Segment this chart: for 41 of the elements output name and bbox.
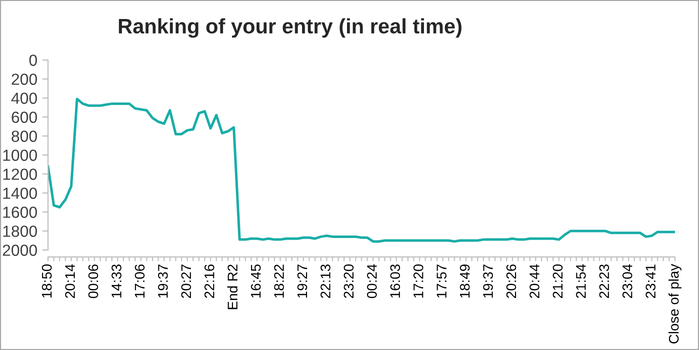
x-tick-label: 20:44 [530,264,540,298]
y-tick-label: 1800 [3,226,37,237]
x-tick-label: 21:54 [576,264,586,298]
x-tick-label: 20:26 [506,264,516,298]
x-tick-label: 22:13 [320,264,330,298]
x-tick-label: 19:37 [158,264,168,298]
x-tick-label: 18:50 [42,264,52,298]
x-tick-label: Close of play [668,264,682,344]
x-tick-label: 23:20 [344,264,354,298]
y-tick-label: 1000 [3,150,37,161]
x-tick-label: 22:16 [204,264,214,298]
x-tick-label: 17:06 [134,264,145,298]
y-tick-label: 1200 [3,168,37,180]
x-tick-label: 16:45 [250,264,261,298]
x-tick-label: 19:27 [297,264,308,298]
y-tick-label: 2000 [2,244,37,256]
x-tick-label: 20:14 [65,264,75,298]
y-tick-label: 800 [12,130,37,142]
line-series [48,98,675,243]
x-tick-label: 14:33 [112,264,122,298]
x-tick-label: 17:57 [436,264,447,298]
x-tick-label: 18:22 [274,264,284,298]
x-tick-label: End R2 [227,264,238,310]
x-tick-label: 17:20 [413,264,424,298]
x-tick-label: 19:37 [483,264,493,298]
x-tick-label: 00:24 [367,264,377,298]
y-tick-label: 1400 [3,188,37,199]
y-tick-label: 1600 [3,206,37,218]
x-tick-label: 23:41 [646,264,656,298]
x-tick-label: 16:03 [390,264,400,298]
x-tick-label: 22:23 [599,264,610,298]
y-tick-label: 200 [12,74,37,85]
x-tick-label: 20:27 [181,264,192,298]
x-tick-label: 21:20 [552,264,563,298]
x-tick-label: 00:06 [88,264,98,298]
x-tick-label: 18:49 [460,264,470,298]
y-tick-label: 0 [29,54,37,66]
chart-title: Ranking of your entry (in real time) [118,18,462,38]
y-tick-label: 400 [11,92,37,104]
x-tick-label: 23:04 [622,264,632,298]
y-tick-label: 600 [12,112,37,123]
